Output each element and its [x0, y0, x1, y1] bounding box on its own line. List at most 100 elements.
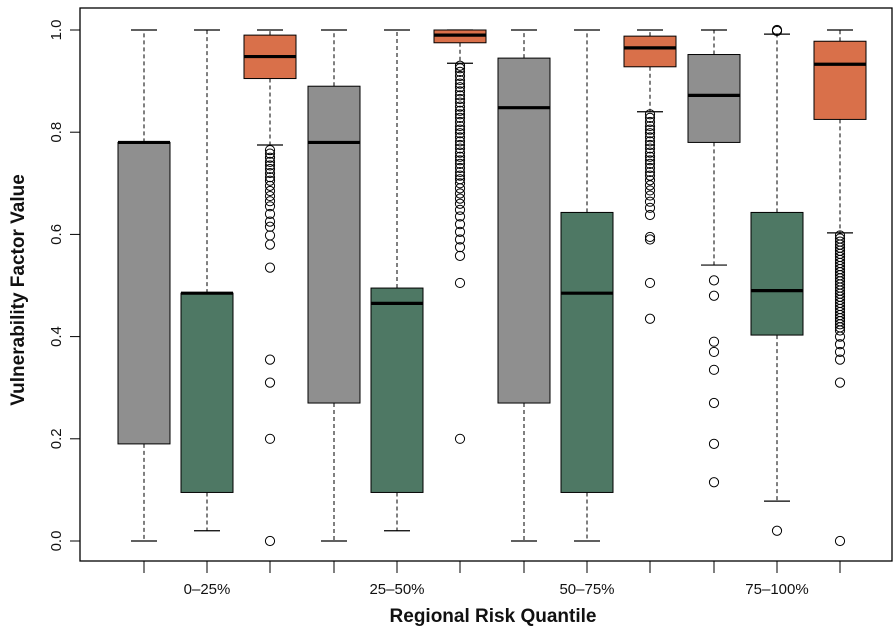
- outlier-point: [264, 144, 276, 156]
- box-2-2: [623, 29, 677, 324]
- outlier-point: [708, 275, 720, 286]
- outlier-point: [454, 178, 466, 189]
- outlier-point: [708, 364, 720, 375]
- outlier-point: [264, 180, 276, 191]
- box-1-0: [307, 29, 361, 542]
- outlier-point: [454, 70, 466, 82]
- outlier-point: [644, 202, 656, 213]
- box-body: [370, 287, 424, 493]
- outlier-point: [644, 120, 656, 132]
- outlier-point: [454, 211, 466, 222]
- outlier-point: [454, 198, 466, 209]
- box-0-1: [180, 29, 234, 532]
- outlier-point: [454, 188, 466, 199]
- box-body: [623, 35, 677, 68]
- outlier-point: [454, 128, 466, 139]
- outlier-point: [454, 234, 466, 245]
- outlier-point: [454, 97, 466, 108]
- outlier-point: [708, 397, 720, 409]
- box-body: [180, 292, 234, 493]
- outlier-point: [264, 354, 276, 365]
- outlier-point: [771, 525, 783, 536]
- outlier-point: [644, 175, 656, 186]
- outlier-point: [454, 74, 466, 86]
- outlier-point: [264, 377, 276, 388]
- x-category-label: 0–25%: [184, 581, 231, 598]
- x-category-label: 75–100%: [745, 581, 808, 598]
- outlier-point: [644, 162, 656, 174]
- outlier-point: [454, 155, 466, 166]
- box-body: [750, 211, 804, 336]
- outlier-point: [264, 190, 276, 202]
- outlier-point: [644, 155, 656, 166]
- box-2-0: [497, 29, 551, 542]
- outlier-point: [454, 132, 466, 143]
- outlier-point: [264, 230, 276, 241]
- outlier-point: [454, 193, 466, 204]
- box-0-2: [243, 29, 297, 547]
- boxes: [117, 24, 867, 547]
- x-axis: 0–25% 25–50% 50–75% 75–100%: [143, 561, 841, 598]
- outlier-point: [454, 250, 466, 261]
- outlier-point: [644, 116, 656, 128]
- outlier-point: [708, 477, 720, 488]
- y-tick-label: 0.0: [48, 531, 65, 552]
- outlier-point: [454, 120, 466, 132]
- outlier-point: [454, 151, 466, 162]
- outlier-point: [454, 204, 466, 215]
- box-body: [813, 40, 867, 120]
- outlier-point: [454, 183, 466, 194]
- box-3-0: [687, 29, 741, 488]
- outlier-point: [264, 167, 276, 179]
- outlier-point: [644, 151, 656, 162]
- outlier-point: [264, 196, 276, 207]
- outlier-point: [264, 148, 276, 159]
- outlier-point: [644, 109, 656, 120]
- x-category-label: 25–50%: [369, 581, 424, 598]
- outlier-point: [644, 234, 656, 245]
- outlier-point: [644, 166, 656, 178]
- outlier-point: [708, 438, 720, 450]
- outlier-point: [264, 262, 276, 273]
- outlier-point: [454, 162, 466, 174]
- outlier-point: [454, 143, 466, 154]
- outlier-point: [454, 219, 466, 230]
- outlier-point: [644, 136, 656, 147]
- outlier-point: [264, 208, 276, 220]
- outlier-point: [644, 231, 656, 243]
- outlier-point: [264, 535, 276, 547]
- outlier-point: [644, 124, 656, 135]
- outlier-point: [454, 170, 466, 181]
- outlier-point: [834, 331, 846, 342]
- outlier-point: [454, 66, 466, 78]
- outlier-point: [454, 90, 466, 101]
- outlier-point: [644, 158, 656, 169]
- outlier-point: [264, 160, 276, 171]
- outlier-point: [454, 277, 466, 289]
- outlier-point: [454, 109, 466, 120]
- outlier-point: [454, 147, 466, 158]
- outlier-point: [264, 152, 276, 163]
- outlier-point: [454, 158, 466, 169]
- outlier-point: [454, 60, 466, 71]
- outlier-point: [644, 139, 656, 151]
- outlier-point: [264, 156, 276, 167]
- y-axis: 0.0 0.2 0.4 0.6 0.8 1.0: [48, 20, 81, 552]
- box-body: [117, 141, 171, 445]
- outlier-point: [644, 147, 656, 158]
- outlier-point: [264, 163, 276, 175]
- outlier-point: [834, 346, 846, 358]
- box-0-0: [117, 29, 171, 542]
- box-1-1: [370, 29, 424, 532]
- outlier-point: [834, 339, 846, 350]
- outlier-point: [644, 143, 656, 154]
- outlier-point: [644, 128, 656, 139]
- outlier-point: [454, 433, 466, 444]
- box-3-2: [813, 29, 867, 547]
- y-tick-label: 0.4: [48, 326, 65, 347]
- outlier-point: [644, 209, 656, 221]
- box-body: [307, 85, 361, 404]
- outlier-point: [454, 116, 466, 128]
- outlier-point: [644, 132, 656, 143]
- outlier-point: [454, 166, 466, 178]
